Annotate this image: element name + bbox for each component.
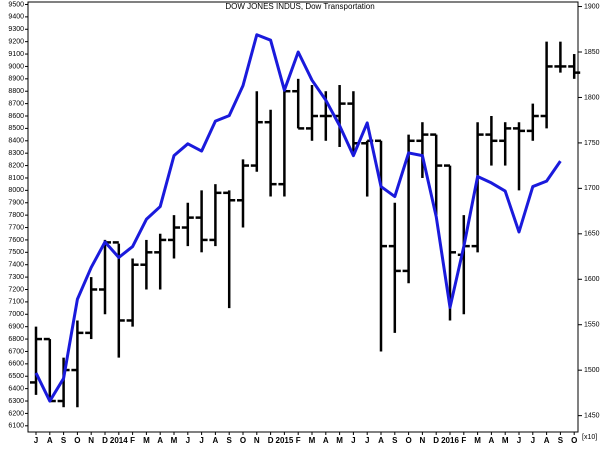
y2-tick-label: 1800	[584, 94, 600, 101]
y2-tick-label: 1700	[584, 185, 600, 192]
y-tick-label: 6900	[8, 324, 24, 331]
x-tick-label: A	[489, 436, 495, 445]
x-tick-label: J	[517, 436, 521, 445]
y-tick-label: 9000	[8, 63, 24, 70]
y2-tick-label: 1900	[584, 3, 600, 10]
y-tick-label: 6800	[8, 336, 24, 343]
y2-tick-label: 1450	[584, 412, 600, 419]
y-tick-label: 7500	[8, 249, 24, 256]
x-tick-label: D	[102, 436, 108, 445]
x-tick-label: O	[240, 436, 246, 445]
x-tick-label: S	[558, 436, 564, 445]
y-tick-label: 8900	[8, 76, 24, 83]
y-tick-label: 7600	[8, 237, 24, 244]
x-tick-label: 2015	[276, 436, 294, 445]
x-tick-label: N	[88, 436, 94, 445]
y-tick-label: 7300	[8, 274, 24, 281]
x-tick-label: J	[351, 436, 355, 445]
x-tick-label: A	[323, 436, 329, 445]
y-tick-label: 8100	[8, 175, 24, 182]
y-tick-label: 7000	[8, 311, 24, 318]
x-tick-label: F	[296, 436, 301, 445]
x-tick-label: S	[61, 436, 67, 445]
x-tick-label: A	[47, 436, 53, 445]
y-tick-label: 7900	[8, 200, 24, 207]
y2-tick-label: 1550	[584, 322, 600, 329]
line-series	[34, 33, 562, 403]
y-tick-label: 9100	[8, 51, 24, 58]
y-tick-label: 8500	[8, 125, 24, 132]
x-tick-label: M	[143, 436, 150, 445]
x-tick-label: J	[34, 436, 38, 445]
y-tick-label: 9500	[8, 1, 24, 8]
y-tick-label: 9300	[8, 26, 24, 33]
x-tick-label: J	[186, 436, 190, 445]
x-tick-label: S	[227, 436, 233, 445]
y-tick-label: 6100	[8, 423, 24, 430]
x-tick-label: F	[461, 436, 466, 445]
y-tick-label: 6300	[8, 398, 24, 405]
x-tick-label: F	[130, 436, 135, 445]
y2-tick-label: 1600	[584, 276, 600, 283]
x-tick-label: D	[433, 436, 439, 445]
y-tick-label: 7800	[8, 212, 24, 219]
x-tick-label: N	[420, 436, 426, 445]
y-tick-label: 6600	[8, 361, 24, 368]
y-tick-label: 8300	[8, 150, 24, 157]
x-tick-label: M	[474, 436, 481, 445]
x-tick-label: N	[254, 436, 260, 445]
x-tick-label: M	[171, 436, 178, 445]
y2-axis-label: [x10]	[582, 434, 597, 441]
x-tick-label: A	[213, 436, 219, 445]
x-tick-label: J	[199, 436, 203, 445]
y-tick-label: 7100	[8, 299, 24, 306]
y-tick-label: 7200	[8, 286, 24, 293]
y-tick-label: 6200	[8, 410, 24, 417]
y2-tick-label: 1650	[584, 231, 600, 238]
y-tick-label: 6700	[8, 348, 24, 355]
y-tick-label: 9200	[8, 38, 24, 45]
y-tick-label: 7400	[8, 262, 24, 269]
x-tick-label: M	[336, 436, 343, 445]
y-tick-label: 8200	[8, 162, 24, 169]
x-tick-label: O	[571, 436, 577, 445]
x-tick-label: A	[544, 436, 550, 445]
y2-tick-label: 1500	[584, 367, 600, 374]
x-tick-label: O	[405, 436, 411, 445]
y-tick-label: 6400	[8, 385, 24, 392]
y-tick-label: 8600	[8, 113, 24, 120]
y-tick-label: 6500	[8, 373, 24, 380]
y-tick-label: 8800	[8, 88, 24, 95]
x-tick-label: J	[531, 436, 535, 445]
y-tick-label: 8700	[8, 100, 24, 107]
x-tick-label: A	[378, 436, 384, 445]
y-tick-label: 9400	[8, 14, 24, 21]
y2-tick-label: 1750	[584, 140, 600, 147]
y-tick-label: 7700	[8, 224, 24, 231]
x-tick-label: S	[392, 436, 398, 445]
x-tick-label: D	[268, 436, 274, 445]
plot-frame	[27, 1, 579, 433]
x-tick-label: O	[74, 436, 80, 445]
y2-tick-label: 1850	[584, 49, 600, 56]
x-tick-label: J	[365, 436, 369, 445]
chart-title: DOW JONES INDUS, Dow Transportation	[225, 2, 374, 11]
x-tick-label: 2014	[110, 436, 128, 445]
x-tick-label: A	[157, 436, 163, 445]
x-tick-label: M	[309, 436, 316, 445]
x-tick-label: M	[502, 436, 509, 445]
x-tick-label: 2016	[441, 436, 459, 445]
y-tick-label: 8000	[8, 187, 24, 194]
y-tick-label: 8400	[8, 138, 24, 145]
